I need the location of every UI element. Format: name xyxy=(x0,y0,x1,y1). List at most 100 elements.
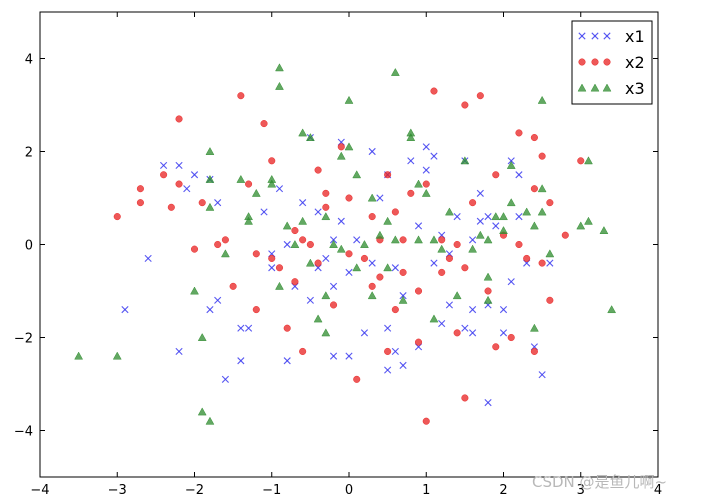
data-point-x2 xyxy=(461,394,469,402)
data-point-x2 xyxy=(399,268,407,276)
data-point-x3 xyxy=(321,328,331,337)
data-point-x2 xyxy=(492,343,500,351)
data-point-x3 xyxy=(313,314,323,323)
data-point-x2 xyxy=(245,180,253,188)
series-x2 xyxy=(113,87,585,425)
plot-area xyxy=(39,11,659,478)
data-point-x2 xyxy=(322,203,330,211)
data-point-x3 xyxy=(305,258,315,267)
data-point-x2 xyxy=(299,347,307,356)
data-point-x1 xyxy=(368,147,376,156)
data-point-x3 xyxy=(429,314,439,323)
legend-marker-x1 xyxy=(603,32,611,40)
data-point-x2 xyxy=(453,240,461,249)
data-point-x1 xyxy=(453,213,461,221)
data-point-x3 xyxy=(506,198,516,207)
data-point-x1 xyxy=(337,217,345,225)
data-point-x1 xyxy=(476,189,484,197)
data-point-x2 xyxy=(368,282,376,290)
data-point-x2 xyxy=(175,115,183,123)
data-point-x3 xyxy=(537,184,547,193)
data-point-x1 xyxy=(214,199,222,207)
data-point-x3 xyxy=(506,160,516,169)
data-point-x3 xyxy=(529,323,539,332)
data-point-x3 xyxy=(383,216,393,225)
data-point-x3 xyxy=(421,188,431,197)
data-point-x1 xyxy=(507,278,515,286)
data-point-x1 xyxy=(268,264,276,272)
data-point-x2 xyxy=(314,259,322,267)
data-point-x1 xyxy=(499,306,508,314)
data-point-x1 xyxy=(430,259,438,267)
data-point-x2 xyxy=(538,152,546,160)
legend-entry-x2: x2 xyxy=(578,53,645,72)
legend: x1 x2 x3 xyxy=(571,20,653,105)
data-point-x3 xyxy=(290,239,300,248)
data-point-x2 xyxy=(221,236,229,244)
data-point-x3 xyxy=(468,244,478,253)
data-point-x1 xyxy=(391,347,399,356)
y-tick-label: 4 xyxy=(25,53,33,68)
data-point-x3 xyxy=(445,207,454,216)
data-point-x3 xyxy=(336,151,346,160)
x-tick-label: −1 xyxy=(262,483,281,498)
data-point-x3 xyxy=(197,332,207,341)
data-point-x2 xyxy=(384,171,392,179)
data-point-x2 xyxy=(306,240,314,249)
data-point-x1 xyxy=(414,222,423,230)
data-point-x1 xyxy=(260,208,268,216)
data-point-x1 xyxy=(399,292,407,300)
data-point-x1 xyxy=(438,319,446,328)
data-point-x3 xyxy=(584,216,593,225)
data-point-x3 xyxy=(545,249,555,258)
data-point-x3 xyxy=(197,407,207,416)
data-point-x3 xyxy=(414,235,423,244)
data-point-x2 xyxy=(515,129,523,137)
data-point-x2 xyxy=(577,157,585,165)
data-point-x3 xyxy=(499,212,508,221)
data-point-x3 xyxy=(491,212,501,221)
data-point-x2 xyxy=(476,92,484,100)
data-point-x2 xyxy=(530,134,538,142)
data-point-x3 xyxy=(329,239,338,248)
data-point-x3 xyxy=(275,281,284,290)
legend-label-x2: x2 xyxy=(625,53,645,72)
data-point-x2 xyxy=(167,203,175,211)
legend-label-x1: x1 xyxy=(625,27,645,46)
data-point-x2 xyxy=(322,189,330,197)
y-tick-label: −4 xyxy=(14,425,33,440)
data-point-x3 xyxy=(220,249,230,258)
data-point-x3 xyxy=(298,216,308,225)
data-point-x2 xyxy=(291,278,299,286)
data-point-x3 xyxy=(305,133,315,141)
data-point-x1 xyxy=(183,185,191,193)
data-point-x1 xyxy=(484,399,492,407)
data-point-x1 xyxy=(175,347,183,356)
x-tick-label: 2 xyxy=(499,483,507,498)
x-tick-label: 0 xyxy=(345,483,353,498)
data-point-x1 xyxy=(237,324,245,332)
data-point-x3 xyxy=(344,142,354,151)
data-point-x3 xyxy=(390,67,400,76)
data-point-x1 xyxy=(499,329,508,337)
data-point-x2 xyxy=(414,287,423,295)
data-point-x3 xyxy=(190,286,199,295)
data-point-x3 xyxy=(429,235,439,244)
data-point-x3 xyxy=(406,128,416,137)
data-point-x3 xyxy=(475,230,485,239)
data-point-x1 xyxy=(515,171,523,179)
legend-marker-x2 xyxy=(578,58,586,66)
data-point-x2 xyxy=(461,101,469,109)
data-point-x1 xyxy=(283,240,291,249)
data-point-x1 xyxy=(306,296,314,304)
data-point-x3 xyxy=(352,263,362,272)
data-point-x1 xyxy=(430,152,438,160)
data-point-x1 xyxy=(461,324,469,332)
axes: −4 −3 −2 −1 0 1 2 3 4 −4 −2 0 2 4 xyxy=(14,12,662,498)
data-point-x3 xyxy=(599,226,609,234)
data-point-x1 xyxy=(391,264,399,272)
data-point-x2 xyxy=(136,185,144,193)
data-point-x2 xyxy=(484,287,492,295)
x-tick-label: 1 xyxy=(422,483,430,498)
data-point-x3 xyxy=(483,272,493,281)
